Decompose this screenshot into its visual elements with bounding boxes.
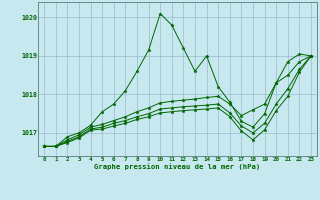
X-axis label: Graphe pression niveau de la mer (hPa): Graphe pression niveau de la mer (hPa) [94,164,261,170]
